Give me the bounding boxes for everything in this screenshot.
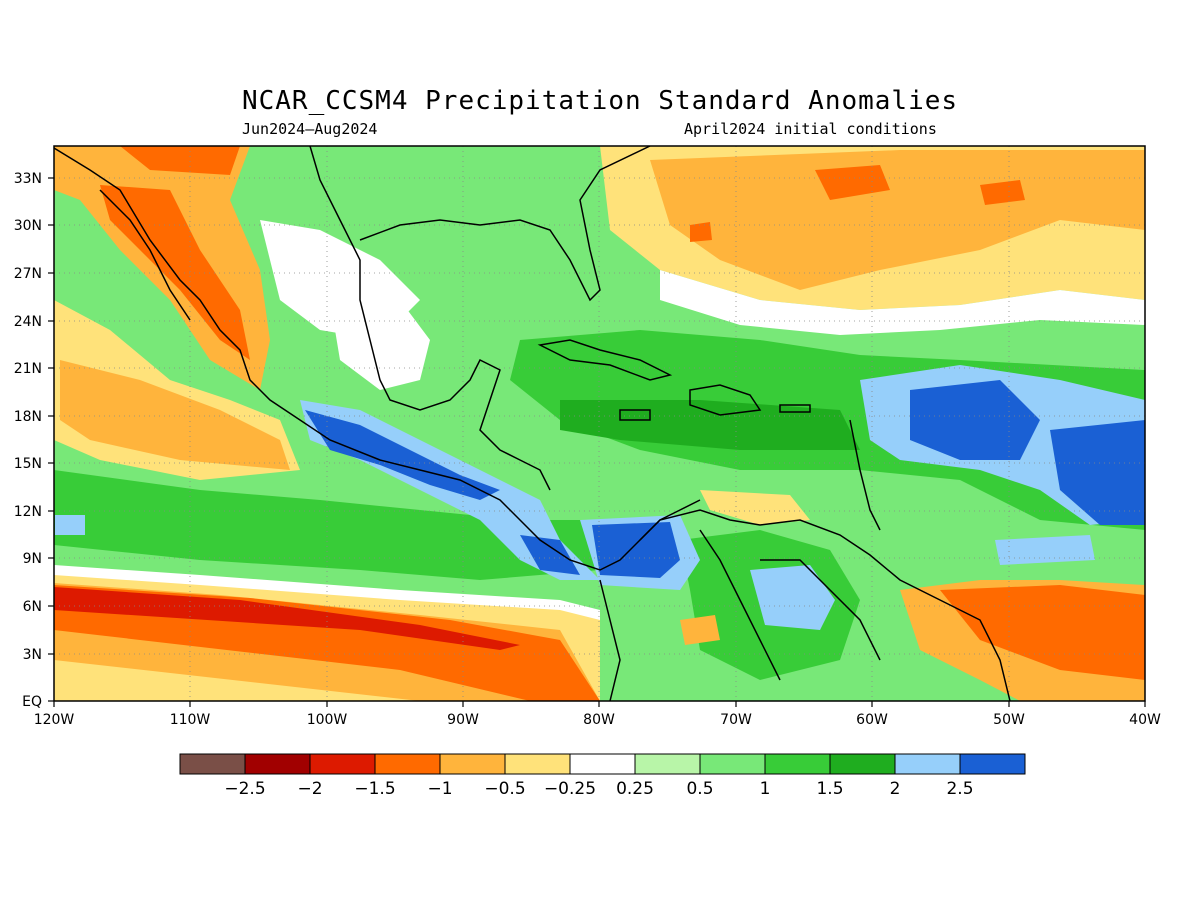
jamaica bbox=[619, 409, 651, 421]
field-eq-red bbox=[54, 587, 520, 650]
color-legend: −2.5 −2 −1.5 −1 −0.5 −0.25 0.25 0.5 1 1.5 2 2.5 bbox=[179, 753, 1026, 799]
legend-label: 0.5 bbox=[686, 779, 713, 799]
tick-marks bbox=[48, 177, 1146, 707]
south-america-coast bbox=[639, 509, 1011, 701]
legend-swatch bbox=[374, 753, 441, 775]
legend-swatch bbox=[699, 753, 766, 775]
us-gulf-atlantic-coast bbox=[359, 146, 651, 302]
legend-swatch bbox=[829, 753, 896, 775]
field-atlantic-deep bbox=[815, 165, 890, 200]
lat-label: 9N bbox=[23, 551, 42, 567]
field-atlantic-blue2 bbox=[1050, 420, 1145, 525]
legend-label: −1 bbox=[427, 779, 452, 799]
venezuela-border bbox=[760, 559, 881, 661]
lon-label: 50W bbox=[993, 712, 1025, 728]
legend-label: −0.25 bbox=[544, 779, 596, 799]
legend-swatch bbox=[959, 753, 1026, 775]
field-atlantic-deep3 bbox=[690, 222, 712, 242]
field-north-deep bbox=[120, 146, 240, 175]
legend-label: 2.5 bbox=[946, 779, 973, 799]
field-atlantic-light-blue2 bbox=[995, 535, 1095, 565]
legend-label: 1 bbox=[760, 779, 771, 799]
legend-swatch bbox=[439, 753, 506, 775]
legend-label: −2 bbox=[297, 779, 322, 799]
field-atlantic-blue bbox=[910, 380, 1040, 460]
lon-label: 120W bbox=[34, 712, 75, 728]
lat-label: 6N bbox=[23, 599, 42, 615]
chart-title: NCAR_CCSM4 Precipitation Standard Anomal… bbox=[241, 86, 959, 116]
field-venezuela-light bbox=[700, 490, 810, 525]
lesser-antilles bbox=[849, 419, 881, 531]
legend-label: 0.25 bbox=[616, 779, 654, 799]
legend-swatch bbox=[894, 753, 961, 775]
baja-coast bbox=[99, 189, 191, 321]
field-guiana-deep bbox=[940, 585, 1145, 680]
anomaly-field bbox=[54, 146, 1145, 701]
field-atlantic-deep2 bbox=[980, 180, 1025, 205]
lon-label: 90W bbox=[447, 712, 479, 728]
ecuador-coast bbox=[599, 579, 621, 701]
colombia-border bbox=[699, 529, 781, 681]
field-colombia-blue bbox=[592, 522, 680, 578]
field-panama-blue bbox=[520, 535, 580, 575]
coastlines bbox=[54, 146, 1011, 701]
field-pacific-orange bbox=[60, 360, 290, 470]
period-subtitle: Jun2024–Aug2024 bbox=[242, 120, 378, 138]
lat-label: 21N bbox=[14, 361, 42, 377]
field-gulf-neutral bbox=[330, 300, 430, 390]
gulf-coast bbox=[309, 146, 551, 491]
lat-label: EQ bbox=[22, 694, 42, 710]
lat-label: 15N bbox=[14, 456, 42, 472]
cuba bbox=[537, 339, 673, 381]
legend-swatch bbox=[504, 753, 571, 775]
legend-label: 2 bbox=[890, 779, 901, 799]
lat-label: 33N bbox=[14, 171, 42, 187]
pacific-coast bbox=[54, 147, 701, 571]
lon-label: 110W bbox=[170, 712, 211, 728]
grid-lines bbox=[54, 146, 1145, 701]
hispaniola bbox=[689, 384, 762, 416]
legend-swatch bbox=[764, 753, 831, 775]
lon-label: 70W bbox=[720, 712, 752, 728]
legend-label: −2.5 bbox=[224, 779, 265, 799]
lon-label: 40W bbox=[1129, 712, 1161, 728]
field-atlantic-neutral bbox=[660, 270, 1145, 335]
field-pacific-light-blue bbox=[55, 515, 85, 535]
puerto-rico bbox=[779, 404, 811, 413]
lat-label: 3N bbox=[23, 647, 42, 663]
lon-label: 60W bbox=[856, 712, 888, 728]
field-pacific-green bbox=[54, 470, 600, 580]
legend-swatch bbox=[179, 753, 246, 775]
legend-label: −1.5 bbox=[354, 779, 395, 799]
latitude-labels: 33N 30N 27N 24N 21N 18N 15N 12N 9N 6N 3N… bbox=[14, 171, 42, 710]
lat-label: 12N bbox=[14, 504, 42, 520]
lon-label: 80W bbox=[583, 712, 615, 728]
legend-label: 1.5 bbox=[816, 779, 843, 799]
longitude-labels: 120W 110W 100W 90W 80W 70W 60W 50W 40W bbox=[34, 712, 1161, 728]
lat-label: 27N bbox=[14, 266, 42, 282]
legend-swatch bbox=[634, 753, 701, 775]
legend-swatch bbox=[309, 753, 376, 775]
initial-conditions-subtitle: April2024 initial conditions bbox=[684, 120, 937, 138]
lat-label: 30N bbox=[14, 218, 42, 234]
lon-label: 100W bbox=[307, 712, 348, 728]
lat-label: 24N bbox=[14, 314, 42, 330]
legend-swatch bbox=[244, 753, 311, 775]
legend-swatch bbox=[569, 753, 636, 775]
legend-label: −0.5 bbox=[484, 779, 525, 799]
lat-label: 18N bbox=[14, 409, 42, 425]
field-amazon-orange bbox=[680, 615, 720, 645]
field-venezuela-light-blue bbox=[750, 565, 835, 630]
